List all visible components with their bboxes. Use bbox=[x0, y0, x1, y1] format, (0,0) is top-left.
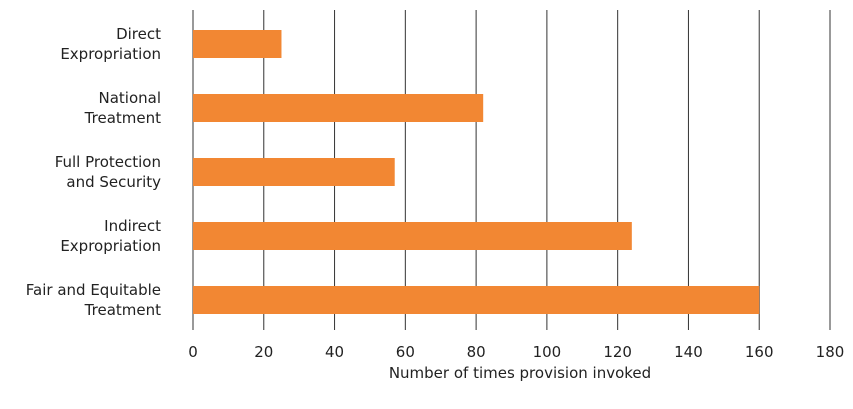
x-tick-label: 20 bbox=[254, 343, 273, 361]
category-label: Full Protection and Security bbox=[55, 153, 161, 191]
category-labels: Direct Expropriation National Treatment Full… bbox=[26, 25, 161, 319]
category-label: Fair and Equitable Treatment bbox=[26, 281, 161, 319]
x-tick-label: 0 bbox=[188, 343, 198, 361]
bars bbox=[193, 30, 760, 314]
x-tick-label: 40 bbox=[325, 343, 344, 361]
category-label: Indirect Expropriation bbox=[60, 217, 161, 255]
bar bbox=[193, 286, 760, 314]
x-tick-label: 60 bbox=[396, 343, 415, 361]
x-tick-label: 120 bbox=[603, 343, 632, 361]
x-tick-label: 180 bbox=[816, 343, 845, 361]
gridlines bbox=[192, 10, 831, 330]
x-tick-label: 100 bbox=[533, 343, 562, 361]
bar bbox=[193, 30, 282, 58]
x-tick-label: 160 bbox=[745, 343, 774, 361]
x-tick-label: 140 bbox=[674, 343, 703, 361]
x-tick-labels: 0 20 40 60 80 100 120 140 160 180 bbox=[188, 343, 844, 361]
bar bbox=[193, 158, 395, 186]
bar bbox=[193, 222, 632, 250]
bar bbox=[193, 94, 484, 122]
category-label: Direct Expropriation bbox=[60, 25, 161, 63]
x-axis-title: Number of times provision invoked bbox=[389, 364, 651, 382]
x-tick-label: 80 bbox=[467, 343, 486, 361]
category-label: National Treatment bbox=[84, 89, 161, 127]
